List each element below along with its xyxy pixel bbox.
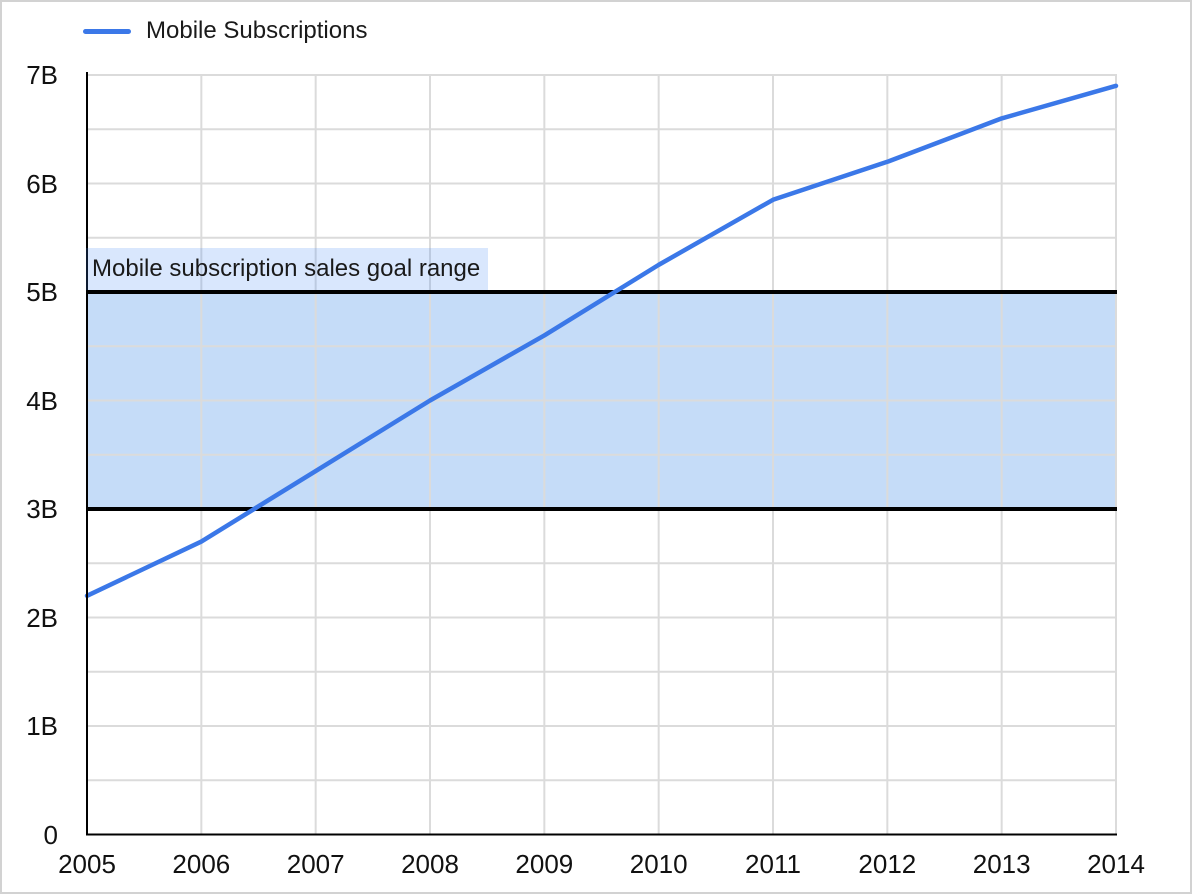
legend-line-swatch: [83, 28, 131, 34]
x-tick-label: 2014: [1087, 849, 1145, 879]
x-tick-label: 2006: [172, 849, 231, 879]
y-tick-label: 5B: [26, 277, 58, 307]
x-tick-label: 2012: [858, 849, 917, 879]
y-tick-label: 1B: [26, 711, 58, 741]
x-tick-label: 2005: [58, 849, 116, 879]
x-tick-label: 2007: [286, 849, 345, 879]
series-line: [84, 83, 1119, 599]
x-tick-label: 2009: [515, 849, 574, 879]
x-tick-label: 2011: [745, 849, 801, 879]
x-tick-label: 2008: [401, 849, 459, 879]
plot-area: Mobile subscription sales goal range: [84, 72, 1119, 836]
y-tick-label: 0: [43, 819, 58, 850]
y-tick-label: 7B: [26, 60, 58, 90]
y-tick-label: 6B: [26, 168, 58, 199]
chart-svg: [84, 72, 1119, 836]
legend: Mobile Subscriptions: [83, 12, 367, 50]
x-tick-label: 2013: [972, 849, 1031, 879]
y-tick-label: 2B: [26, 602, 58, 633]
legend-label: Mobile Subscriptions: [146, 17, 368, 44]
goal-range-label: Mobile subscription sales goal range: [86, 248, 489, 290]
y-tick-label: 3B: [26, 494, 58, 524]
y-tick-label: 4B: [26, 385, 58, 416]
x-tick-label: 2010: [629, 849, 688, 879]
